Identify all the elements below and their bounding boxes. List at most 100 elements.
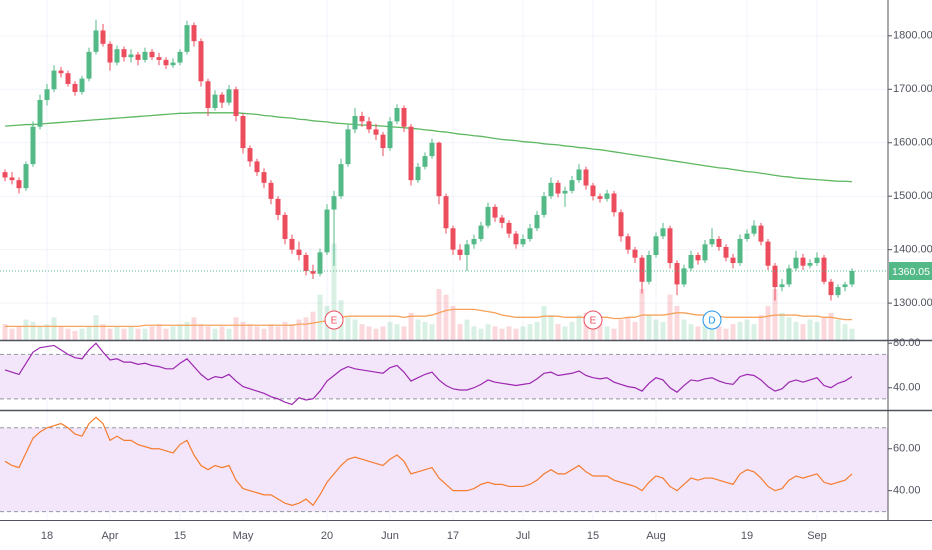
candle-body <box>751 225 757 234</box>
candle-body <box>562 190 568 194</box>
volume-bar <box>310 311 316 340</box>
volume-bar <box>709 321 715 340</box>
candle-body <box>632 249 638 258</box>
volume-bar <box>569 321 575 340</box>
candle-body <box>737 238 743 264</box>
volume-bar <box>478 328 484 340</box>
candle-body <box>408 126 414 181</box>
candle-body <box>450 228 456 250</box>
volume-bar <box>730 324 736 340</box>
candle-body <box>541 196 547 215</box>
volume-bar <box>121 328 127 340</box>
last-price-label: 1360.05 <box>892 266 930 278</box>
candle-body <box>387 121 393 149</box>
volume-bar <box>541 306 547 340</box>
candle-body <box>261 172 267 183</box>
candle-body <box>240 116 246 149</box>
volume-bar <box>212 328 218 340</box>
candle-body <box>415 166 421 181</box>
y-tick-label: 1800.00 <box>893 30 932 42</box>
candle-body <box>667 228 673 264</box>
candle-body <box>247 148 253 162</box>
volume-bar <box>261 328 267 340</box>
candle-body <box>660 228 666 237</box>
volume-bar <box>51 317 57 340</box>
volume-bar <box>828 312 834 340</box>
candle-body <box>156 57 162 60</box>
candle-body <box>100 30 106 44</box>
candle-body <box>198 41 204 82</box>
volume-bar <box>695 326 701 340</box>
volume-bar <box>450 306 456 340</box>
volume-bar <box>107 328 113 340</box>
volume-bar <box>30 321 36 340</box>
volume-bar <box>65 328 71 340</box>
candle-body <box>324 209 330 253</box>
candle-body <box>296 249 302 255</box>
volume-bar <box>163 328 169 340</box>
volume-bar <box>534 321 540 340</box>
candle-body <box>184 25 190 52</box>
volume-bar <box>205 326 211 340</box>
volume-bar <box>744 319 750 340</box>
candle-body <box>177 51 183 63</box>
volume-bar <box>737 321 743 340</box>
volume-bar <box>681 319 687 340</box>
candle-body <box>576 169 582 181</box>
y-tick-label: 1500.00 <box>893 190 932 202</box>
volume-bar <box>219 326 225 340</box>
y-tick-label: 1400.00 <box>893 244 932 256</box>
candle-body <box>555 182 561 194</box>
candle-body <box>478 225 484 239</box>
volume-bar <box>786 317 792 340</box>
candle-body <box>58 70 64 74</box>
volume-bar <box>366 326 372 340</box>
candle-body <box>471 238 477 245</box>
volume-bar <box>93 315 99 340</box>
volume-bar <box>499 328 505 340</box>
indicator-line <box>4 416 853 507</box>
volume-bar <box>667 294 673 340</box>
candle-body <box>485 206 491 226</box>
last-price-box <box>889 262 932 281</box>
volume-bar <box>702 324 708 340</box>
x-tick-label: Jul <box>516 530 530 542</box>
volume-bar <box>149 326 155 340</box>
x-tick-label: 19 <box>741 530 753 542</box>
volume-bar <box>436 289 442 340</box>
candle-body <box>674 263 680 285</box>
candle-body <box>149 51 155 58</box>
volume-bar <box>226 328 232 340</box>
candle-body <box>338 164 344 197</box>
candle-body <box>107 43 113 63</box>
candle-body <box>457 249 463 255</box>
candle-body <box>625 236 631 250</box>
candle-body <box>499 217 505 223</box>
volume-bar <box>23 319 29 340</box>
candle-body <box>310 271 316 274</box>
candle-body <box>254 161 260 173</box>
candle-body <box>366 121 372 130</box>
volume-bar <box>653 319 659 340</box>
volume-bar <box>359 324 365 340</box>
x-tick-label: 18 <box>41 530 53 542</box>
candle-body <box>583 169 589 186</box>
y-tick-label: 1300.00 <box>893 297 932 309</box>
volume-bar <box>632 321 638 340</box>
candle-body <box>9 177 15 181</box>
x-tick-label: 15 <box>174 530 186 542</box>
candle-body <box>772 265 778 288</box>
candle-body <box>779 284 785 288</box>
volume-bar <box>289 324 295 340</box>
volume-bar <box>457 324 463 340</box>
volume-bar <box>506 326 512 340</box>
volume-bar <box>611 328 617 340</box>
event-marker <box>324 310 344 330</box>
volume-bar <box>135 328 141 340</box>
candle-body <box>730 257 736 264</box>
candle-body <box>44 89 50 100</box>
volume-bar <box>170 326 176 340</box>
candle-body <box>695 255 701 261</box>
volume-bar <box>317 294 323 340</box>
volume-bar <box>331 243 337 340</box>
